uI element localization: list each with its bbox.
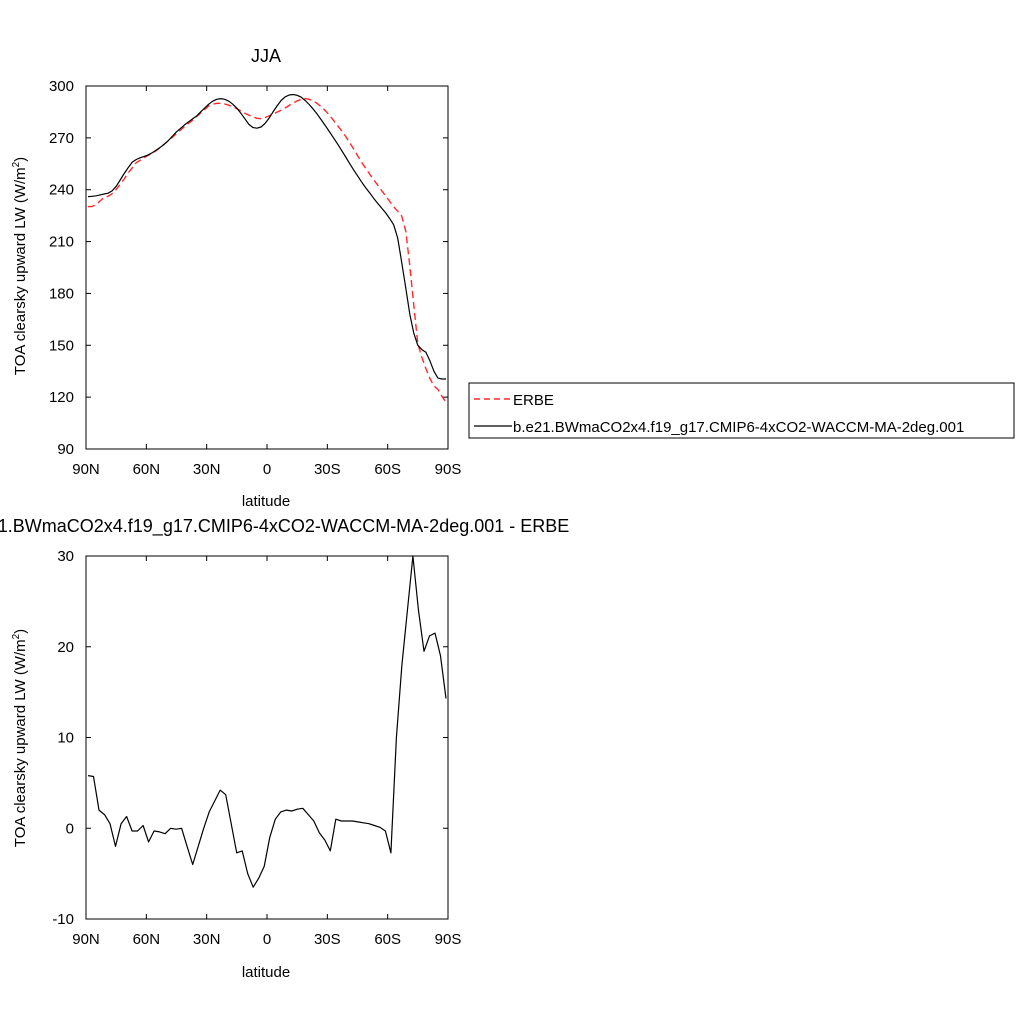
x-tick-label: 90N: [72, 461, 100, 478]
chart-bottom-y-tick-labels: -10 0 10 20 30: [52, 548, 74, 928]
chart-top-y-axis-label-main: TOA clearsky upward LW (W/m: [12, 167, 29, 375]
chart-top-title: JJA: [251, 46, 281, 66]
x-tick-label: 0: [263, 931, 271, 948]
x-tick-label: 30S: [314, 931, 341, 948]
x-tick-label: 30N: [193, 931, 221, 948]
chart-top-y-axis-label-tail: ): [12, 157, 29, 162]
chart-bottom-series: [87, 555, 447, 888]
chart-bottom: b.e21.BWmaCO2x4.f19_g17.CMIP6-4xCO2-WACC…: [0, 516, 569, 981]
legend-label-model: b.e21.BWmaCO2x4.f19_g17.CMIP6-4xCO2-WACC…: [513, 419, 964, 436]
legend-box: [468, 382, 1015, 439]
x-tick-label: 60S: [374, 931, 401, 948]
y-tick-label: 0: [66, 820, 74, 837]
chart-top-y-axis-label-sup: 2: [11, 161, 22, 167]
x-tick-label: 30S: [314, 461, 341, 478]
series-line-1: [87, 93, 446, 380]
y-tick-label: 270: [49, 130, 74, 147]
chart-bottom-frame: [85, 555, 449, 920]
x-tick-label: 60N: [133, 931, 161, 948]
chart-top-frame: [85, 85, 449, 450]
y-tick-label: 180: [49, 285, 74, 302]
series-line-0: [87, 97, 447, 403]
y-tick-label: 30: [57, 548, 74, 565]
chart-top: JJA 90 120 150 180 210 240 270 300 90N 60N 30N 0 30…: [11, 46, 461, 510]
chart-bottom-y-axis-label-sup: 2: [11, 633, 22, 639]
chart-top-series: [87, 93, 447, 403]
y-tick-label: -10: [52, 911, 74, 928]
chart-top-y-tick-labels: 90 120 150 180 210 240 270 300: [49, 78, 74, 458]
chart-bottom-x-axis-label: latitude: [242, 964, 290, 981]
y-tick-label: 240: [49, 182, 74, 199]
y-tick-label: 300: [49, 78, 74, 95]
chart-top-x-axis-label: latitude: [242, 493, 290, 510]
x-tick-label: 90S: [435, 931, 462, 948]
legend-label-erbe: ERBE: [513, 392, 554, 409]
x-tick-label: 0: [263, 461, 271, 478]
chart-bottom-y-axis-label-main: TOA clearsky upward LW (W/m: [12, 639, 29, 847]
chart-top-y-axis-label: TOA clearsky upward LW (W/m2): [11, 157, 29, 375]
y-tick-label: 120: [49, 389, 74, 406]
chart-top-x-tick-labels: 90N 60N 30N 0 30S 60S 90S: [72, 461, 461, 478]
x-tick-label: 90S: [435, 461, 462, 478]
y-tick-label: 210: [49, 234, 74, 251]
y-tick-label: 10: [57, 730, 74, 747]
chart-bottom-y-axis-label: TOA clearsky upward LW (W/m2): [11, 629, 29, 847]
chart-bottom-ticks: [85, 555, 449, 920]
x-tick-label: 30N: [193, 461, 221, 478]
x-tick-label: 90N: [72, 931, 100, 948]
chart-bottom-y-axis-label-tail: ): [12, 629, 29, 634]
chart-bottom-title: b.e21.BWmaCO2x4.f19_g17.CMIP6-4xCO2-WACC…: [0, 516, 569, 537]
x-tick-label: 60N: [133, 461, 161, 478]
chart-bottom-x-tick-labels: 90N 60N 30N 0 30S 60S 90S: [72, 931, 461, 948]
y-tick-label: 20: [57, 639, 74, 656]
chart-top-legend: ERBE b.e21.BWmaCO2x4.f19_g17.CMIP6-4xCO2…: [468, 382, 1015, 439]
x-tick-label: 60S: [374, 461, 401, 478]
series-line-0: [87, 555, 447, 888]
y-tick-label: 150: [49, 337, 74, 354]
y-tick-label: 90: [57, 441, 74, 458]
chart-top-ticks: [85, 85, 449, 450]
